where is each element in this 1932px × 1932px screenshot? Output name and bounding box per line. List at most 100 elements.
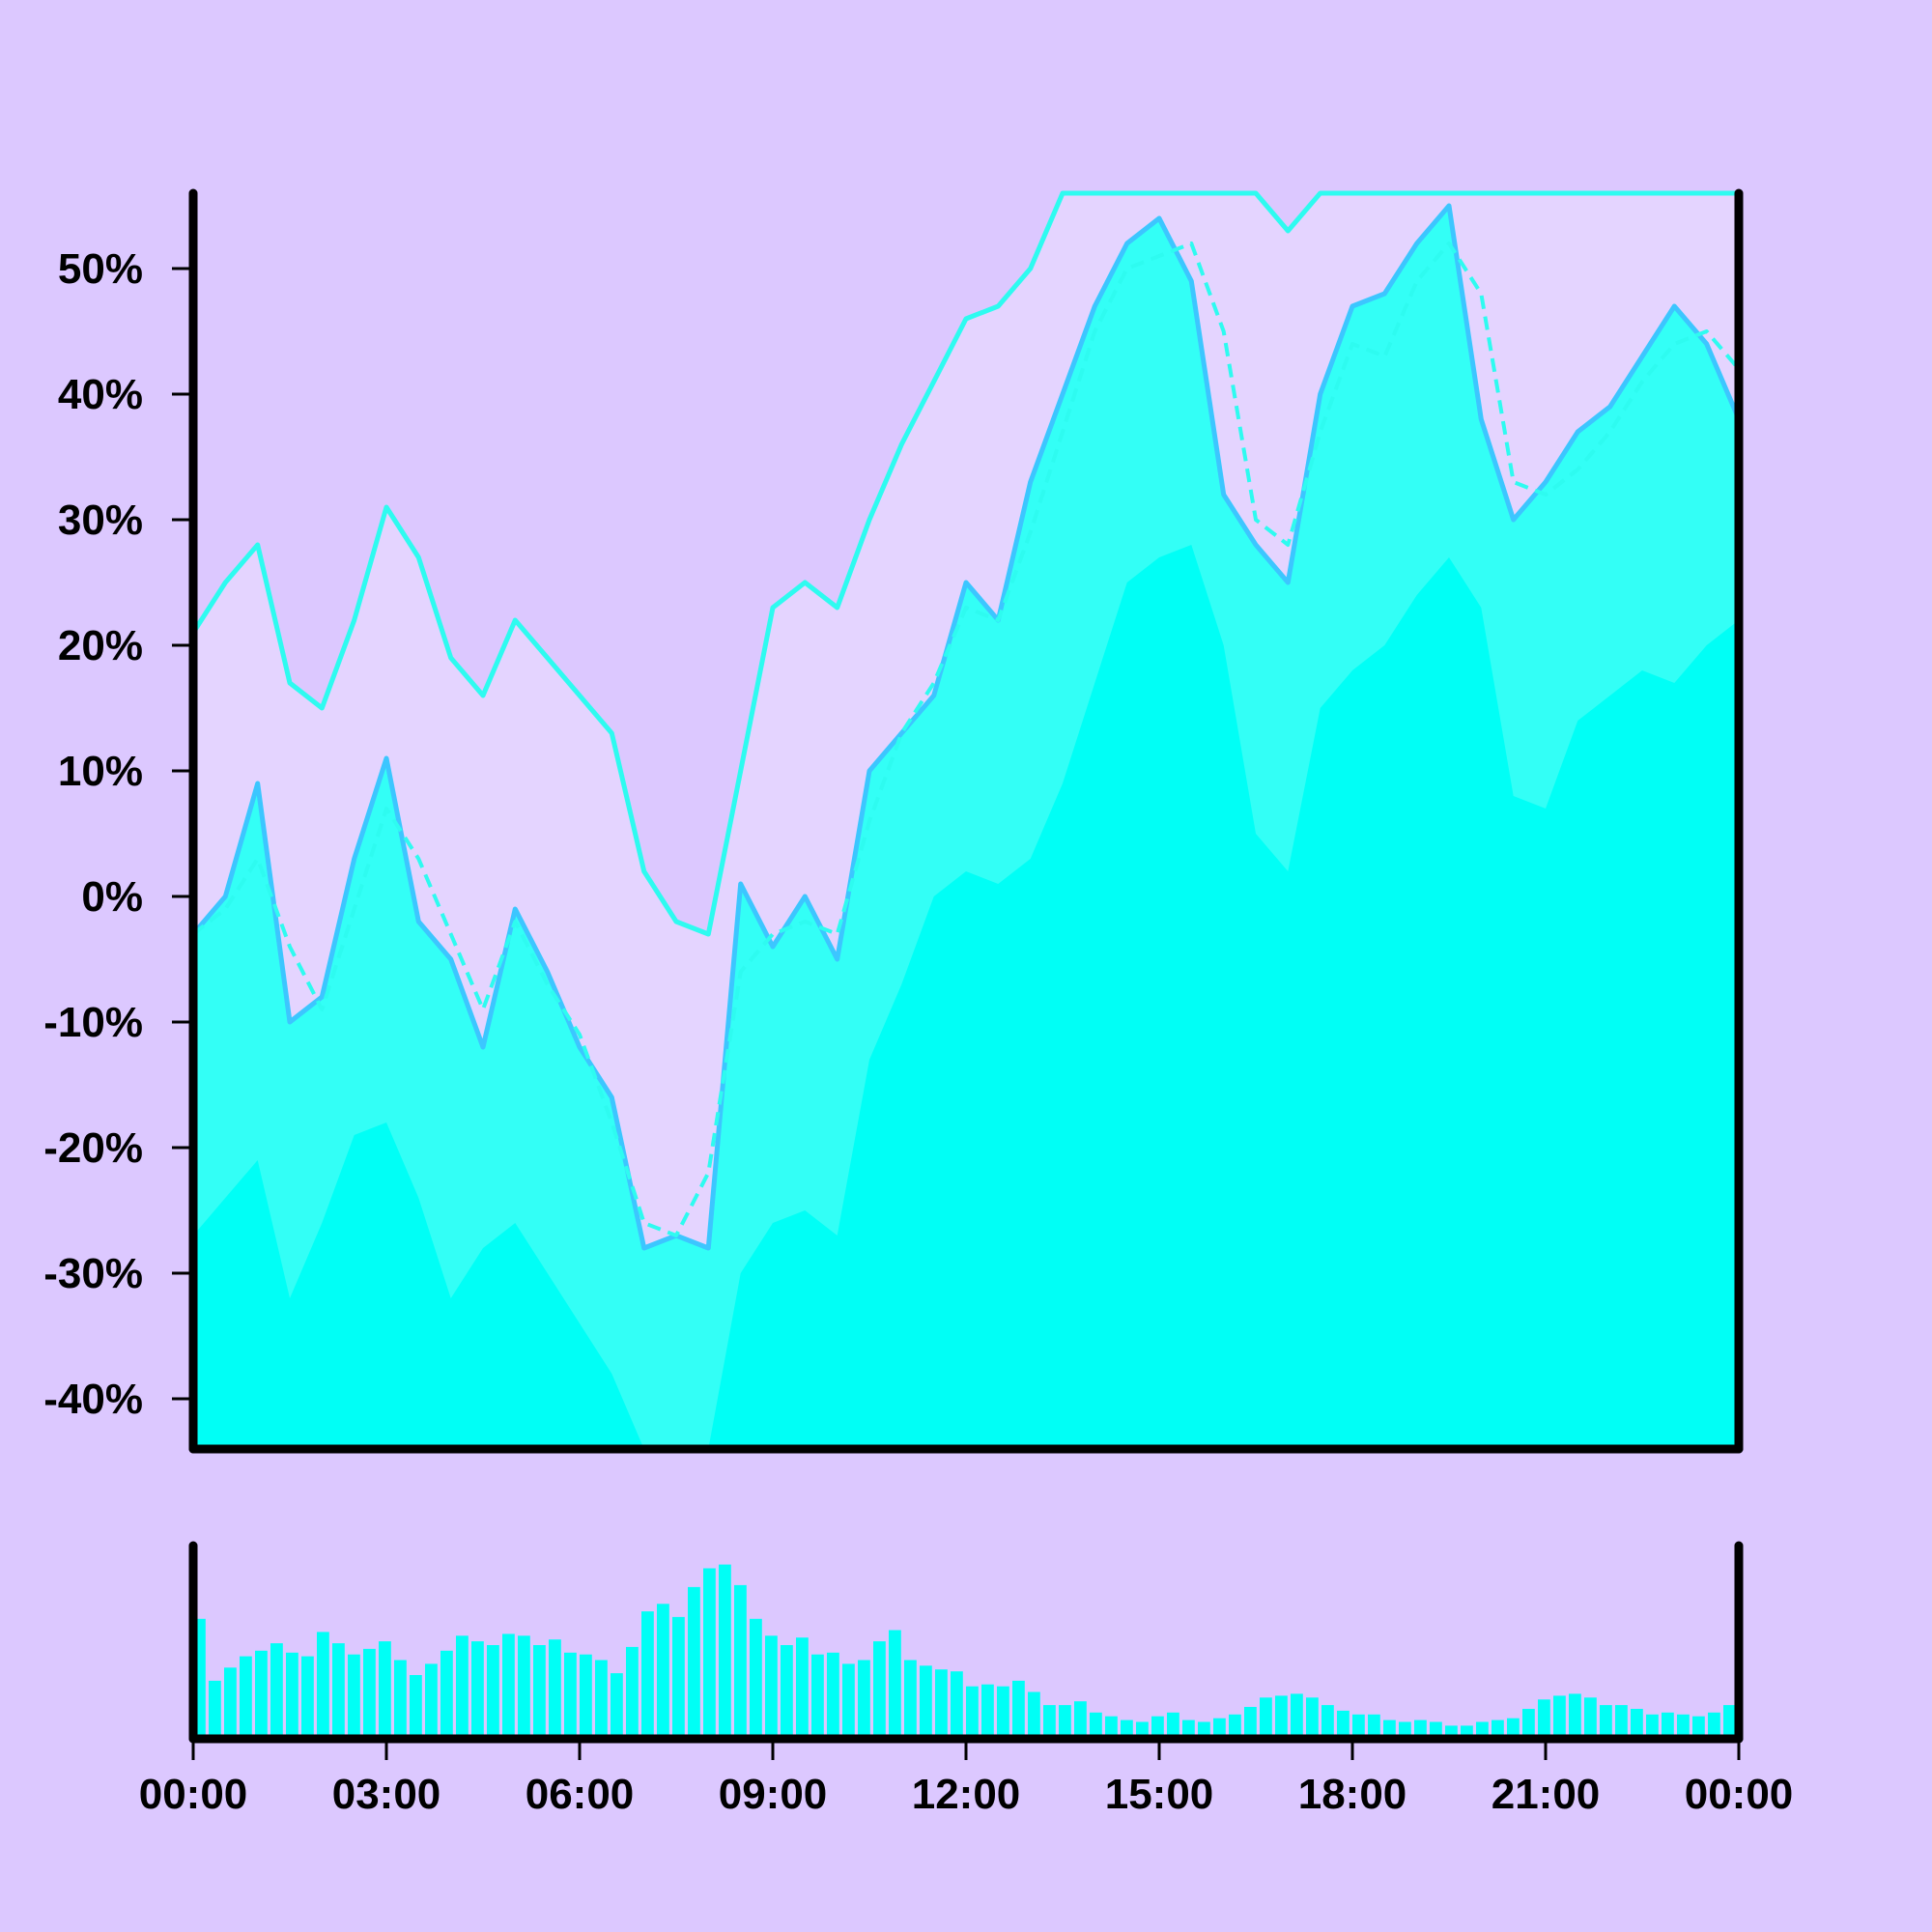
main-plot xyxy=(190,190,1742,1449)
volume-bar xyxy=(456,1635,469,1739)
x-tick-label: 03:00 xyxy=(332,1771,441,1818)
volume-bar xyxy=(842,1663,855,1739)
volume-bar xyxy=(641,1611,654,1739)
volume-bar xyxy=(1260,1697,1272,1739)
volume-bar xyxy=(734,1584,747,1739)
volume-bar xyxy=(549,1639,561,1739)
volume-bar xyxy=(1368,1714,1380,1739)
volume-bar xyxy=(487,1645,499,1739)
volume-bar xyxy=(1105,1716,1118,1739)
volume-bar xyxy=(1244,1707,1257,1739)
x-tick-label: 12:00 xyxy=(912,1771,1021,1818)
y-tick-label: 50% xyxy=(58,245,143,293)
volume-bar xyxy=(1662,1712,1674,1739)
volume-bar xyxy=(611,1673,623,1739)
volume-bar xyxy=(1074,1701,1087,1739)
y-tick-label: 30% xyxy=(58,497,143,544)
volume-bar xyxy=(1337,1710,1350,1739)
volume-bar xyxy=(889,1630,901,1739)
volume-bar xyxy=(920,1665,932,1739)
volume-bar xyxy=(765,1635,778,1739)
y-tick-label: -30% xyxy=(43,1250,143,1297)
volume-bar xyxy=(904,1660,917,1739)
volume-bar xyxy=(1213,1718,1226,1739)
volume-bar xyxy=(224,1667,237,1739)
volume-bar xyxy=(1275,1695,1288,1739)
x-tick-label: 09:00 xyxy=(719,1771,828,1818)
volume-bar xyxy=(502,1634,515,1739)
volume-bar xyxy=(286,1652,298,1739)
volume-bar xyxy=(873,1641,886,1739)
volume-bar xyxy=(240,1656,252,1739)
volume-bar xyxy=(688,1586,700,1739)
volume-bar xyxy=(1600,1705,1612,1739)
volume-bar xyxy=(1492,1719,1504,1739)
volume-bar xyxy=(595,1660,608,1739)
volume-bar xyxy=(580,1654,592,1739)
volume-bar xyxy=(1723,1705,1736,1739)
volume-bar xyxy=(1677,1714,1690,1739)
volume-bar xyxy=(533,1645,546,1739)
x-tick-label: 21:00 xyxy=(1492,1771,1601,1818)
volume-bar xyxy=(1538,1699,1550,1739)
volume-bar xyxy=(332,1643,345,1739)
y-tick-label: 10% xyxy=(58,748,143,795)
volume-bar xyxy=(317,1632,329,1739)
volume-bar xyxy=(270,1643,283,1739)
volume-bar xyxy=(796,1637,809,1739)
volume-bar xyxy=(1383,1719,1396,1739)
y-tick-label: -20% xyxy=(43,1124,143,1172)
volume-bar xyxy=(657,1604,669,1739)
volume-bar xyxy=(471,1641,484,1739)
volume-bar xyxy=(1291,1693,1303,1739)
volume-bar xyxy=(626,1646,639,1739)
x-tick-label: 00:00 xyxy=(1685,1771,1794,1818)
volume-bar xyxy=(951,1671,963,1739)
volume-bar xyxy=(379,1641,391,1739)
volume-bar xyxy=(1028,1691,1040,1739)
volume-bar xyxy=(1012,1680,1025,1739)
y-tick-label: -10% xyxy=(43,999,143,1046)
volume-bar xyxy=(1507,1718,1520,1739)
volume-bar xyxy=(1615,1705,1628,1739)
moving-average-line xyxy=(191,242,1741,1237)
volume-bar xyxy=(1151,1716,1164,1739)
axes-layer: 50% 40% 30% 20% 10% 0% -10% -20% -30% -40% 00:00 03… xyxy=(43,188,1794,1818)
x-tick-label: 00:00 xyxy=(139,1771,248,1818)
volume-bar xyxy=(425,1663,438,1739)
volume-bar xyxy=(1569,1693,1581,1739)
y-tick-label: 20% xyxy=(58,622,143,669)
volume-plot xyxy=(193,1564,1736,1739)
volume-bar xyxy=(703,1568,716,1739)
volume-bar xyxy=(966,1686,979,1739)
y-tick-label: -40% xyxy=(43,1376,143,1423)
volume-bar xyxy=(750,1618,762,1739)
volume-bar xyxy=(997,1686,1009,1739)
x-tick-label: 06:00 xyxy=(526,1771,635,1818)
volume-bar xyxy=(1708,1712,1720,1739)
volume-bar xyxy=(301,1656,314,1739)
volume-bar xyxy=(518,1635,530,1739)
volume-bar xyxy=(858,1660,870,1739)
volume-bar xyxy=(1352,1714,1365,1739)
volume-bar xyxy=(363,1648,376,1739)
lower-band-area xyxy=(193,545,1739,1449)
volume-bar xyxy=(1167,1712,1179,1739)
volume-bar xyxy=(1522,1709,1535,1739)
volume-bar xyxy=(719,1564,731,1739)
volume-bar xyxy=(1414,1719,1427,1739)
volume-bar xyxy=(1306,1697,1319,1739)
volume-bar xyxy=(564,1652,577,1739)
upper-envelope-line xyxy=(190,190,1739,937)
volume-bar xyxy=(1692,1716,1705,1739)
x-tick-label: 15:00 xyxy=(1105,1771,1214,1818)
volume-bar xyxy=(1584,1697,1597,1739)
volume-bar xyxy=(981,1684,994,1739)
volume-bar xyxy=(1121,1719,1133,1739)
price-line xyxy=(191,203,1742,1251)
volume-bar xyxy=(1321,1705,1334,1739)
volume-bar xyxy=(672,1616,685,1739)
volume-bar xyxy=(811,1654,824,1739)
volume-bar xyxy=(1090,1712,1102,1739)
